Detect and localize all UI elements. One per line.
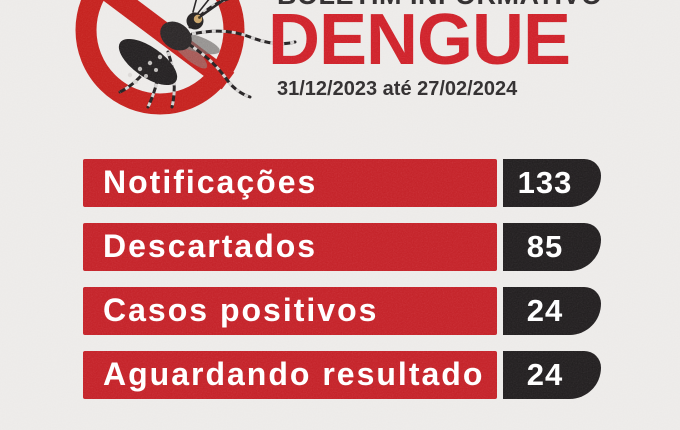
stat-label: Notificações	[103, 164, 318, 200]
stat-label-bar: Aguardando resultado	[83, 351, 497, 399]
stat-value-badge: 133	[503, 159, 601, 207]
stat-label: Casos positivos	[103, 292, 379, 328]
stat-label: Descartados	[103, 228, 318, 264]
stat-label-bar: Descartados	[83, 223, 497, 271]
stats-list: Notificações 133 Descartados 85 Casos po…	[83, 159, 601, 399]
stat-value-badge: 85	[503, 223, 601, 271]
stat-value: 24	[526, 292, 564, 328]
bulletin-period: 31/12/2023 até 27/02/2024	[277, 78, 518, 100]
bulletin-title: DENGUE	[268, 0, 571, 80]
stat-label-bar: Notificações	[83, 159, 497, 207]
stat-row-casos-positivos: Casos positivos 24	[83, 287, 601, 335]
stat-label: Aguardando resultado	[103, 356, 485, 392]
stat-value: 133	[517, 164, 573, 200]
stat-row-aguardando-resultado: Aguardando resultado 24	[83, 351, 601, 399]
stat-value: 85	[526, 228, 564, 264]
stat-row-descartados: Descartados 85	[83, 223, 601, 271]
stat-value: 24	[526, 356, 564, 392]
stat-value-badge: 24	[503, 287, 601, 335]
stat-value-badge: 24	[503, 351, 601, 399]
stat-row-notificacoes: Notificações 133	[83, 159, 601, 207]
stat-label-bar: Casos positivos	[83, 287, 497, 335]
